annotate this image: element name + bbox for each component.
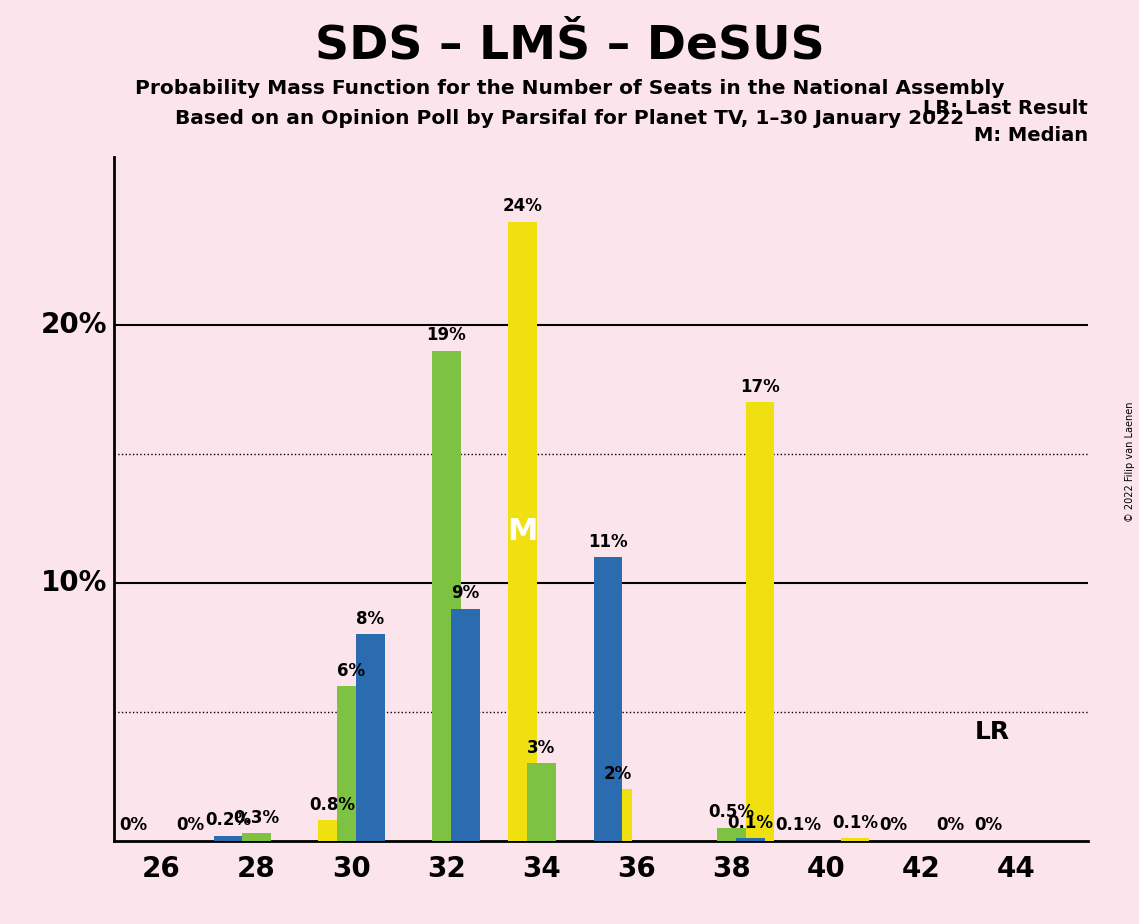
Text: 17%: 17%: [740, 378, 780, 395]
Text: 6%: 6%: [337, 662, 366, 679]
Text: 0.1%: 0.1%: [775, 817, 821, 834]
Text: 24%: 24%: [502, 197, 542, 215]
Bar: [604, 789, 632, 841]
Bar: [337, 686, 366, 841]
Bar: [746, 402, 775, 841]
Text: 3%: 3%: [527, 739, 556, 757]
Text: 0%: 0%: [974, 817, 1002, 834]
Text: SDS – LMŠ – DeSUS: SDS – LMŠ – DeSUS: [314, 23, 825, 68]
Text: Probability Mass Function for the Number of Seats in the National Assembly: Probability Mass Function for the Number…: [134, 79, 1005, 98]
Text: 8%: 8%: [357, 610, 385, 628]
Text: 0%: 0%: [936, 817, 964, 834]
Bar: [508, 222, 536, 841]
Text: 0.3%: 0.3%: [233, 808, 279, 827]
Bar: [357, 635, 385, 841]
Text: 0%: 0%: [118, 817, 147, 834]
Text: © 2022 Filip van Laenen: © 2022 Filip van Laenen: [1125, 402, 1134, 522]
Text: 0%: 0%: [879, 817, 907, 834]
Text: 10%: 10%: [40, 569, 107, 597]
Text: LR: LR: [975, 721, 1010, 745]
Bar: [718, 828, 746, 841]
Bar: [593, 557, 622, 841]
Text: M: Median: M: Median: [974, 127, 1088, 145]
Bar: [736, 838, 764, 841]
Bar: [527, 763, 556, 841]
Text: 0.1%: 0.1%: [831, 814, 878, 832]
Bar: [243, 833, 271, 841]
Bar: [214, 835, 243, 841]
Text: 2%: 2%: [604, 765, 631, 783]
Text: 0.1%: 0.1%: [728, 814, 773, 832]
Text: M: M: [507, 517, 538, 546]
Bar: [451, 609, 480, 841]
Text: 19%: 19%: [427, 326, 466, 344]
Bar: [318, 821, 346, 841]
Bar: [432, 350, 460, 841]
Text: 0.8%: 0.8%: [310, 796, 355, 814]
Text: 0%: 0%: [175, 817, 204, 834]
Bar: [841, 838, 869, 841]
Text: Based on an Opinion Poll by Parsifal for Planet TV, 1–30 January 2022: Based on an Opinion Poll by Parsifal for…: [175, 109, 964, 128]
Text: LR: Last Result: LR: Last Result: [923, 99, 1088, 118]
Text: 0.2%: 0.2%: [205, 811, 251, 829]
Text: 9%: 9%: [451, 584, 480, 602]
Text: 11%: 11%: [588, 532, 628, 551]
Text: 20%: 20%: [40, 310, 107, 339]
Text: 0.5%: 0.5%: [708, 804, 754, 821]
